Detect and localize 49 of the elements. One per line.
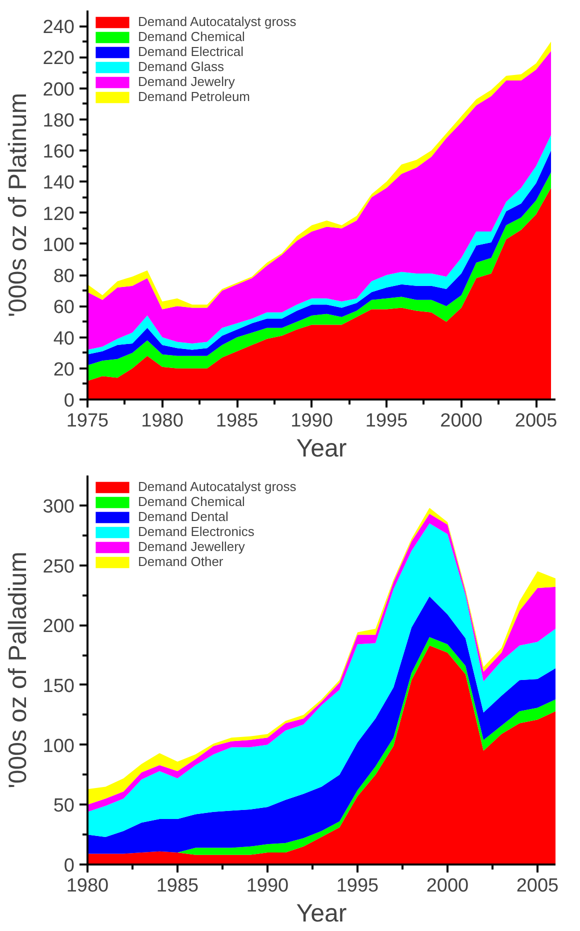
legend-label: Demand Jewelry xyxy=(138,74,235,89)
y-tick-label: 60 xyxy=(53,297,75,318)
legend-label: Demand Dental xyxy=(138,509,228,524)
legend-label: Demand Glass xyxy=(138,59,224,74)
legend-label: Demand Autocatalyst gross xyxy=(138,14,296,29)
y-tick-label: 200 xyxy=(42,79,74,100)
legend-label: Demand Petroleum xyxy=(138,89,250,104)
x-tick-label: 1980 xyxy=(141,410,184,432)
x-tick-label: 1990 xyxy=(246,876,289,896)
legend-label: Demand Chemical xyxy=(138,494,245,509)
y-tick-label: 160 xyxy=(42,142,74,163)
x-tick-label: 2000 xyxy=(440,410,482,432)
y-tick-label: 100 xyxy=(42,234,74,256)
y-tick-label: 300 xyxy=(42,496,74,518)
x-tick-label: 1985 xyxy=(216,410,258,432)
legend-label: Demand Autocatalyst gross xyxy=(138,479,296,494)
legend-label: Demand Chemical xyxy=(138,29,245,44)
x-tick-label: 1990 xyxy=(290,410,333,432)
y-tick-label: 250 xyxy=(42,556,74,578)
y-tick-label: 40 xyxy=(53,328,75,350)
legend-label: Demand Electronics xyxy=(138,524,254,539)
y-tick-label: 140 xyxy=(42,172,74,194)
x-tick-label: 1985 xyxy=(156,876,199,896)
x-axis-title: Year xyxy=(296,434,347,462)
y-tick-label: 0 xyxy=(64,856,75,876)
y-tick-label: 80 xyxy=(53,266,75,288)
x-tick-label: 2000 xyxy=(426,876,469,896)
legend-label: Demand Jewellery xyxy=(138,539,245,554)
legend-label: Demand Other xyxy=(138,554,224,569)
y-tick-label: 240 xyxy=(42,17,74,38)
y-tick-label: 120 xyxy=(42,204,74,225)
y-tick-label: 220 xyxy=(42,48,74,70)
x-tick-label: 1995 xyxy=(336,876,379,896)
y-tick-label: 180 xyxy=(42,110,74,132)
x-tick-label: 2005 xyxy=(516,876,559,896)
y-axis-title: '000s oz of Palladium xyxy=(4,552,32,788)
x-tick-label: 1975 xyxy=(66,410,109,432)
y-tick-label: 20 xyxy=(53,359,75,380)
x-tick-label: 1995 xyxy=(365,410,408,432)
y-tick-label: 200 xyxy=(42,616,74,638)
y-axis-title: '000s oz of Platinum xyxy=(4,92,32,318)
legend-label: Demand Electrical xyxy=(138,44,244,59)
y-tick-label: 0 xyxy=(64,390,75,412)
x-axis-title: Year xyxy=(296,900,347,928)
x-tick-label: 1980 xyxy=(66,876,109,896)
y-tick-label: 150 xyxy=(42,676,74,697)
y-tick-label: 50 xyxy=(53,796,75,817)
x-tick-label: 2005 xyxy=(514,410,558,432)
y-tick-label: 100 xyxy=(42,736,74,757)
